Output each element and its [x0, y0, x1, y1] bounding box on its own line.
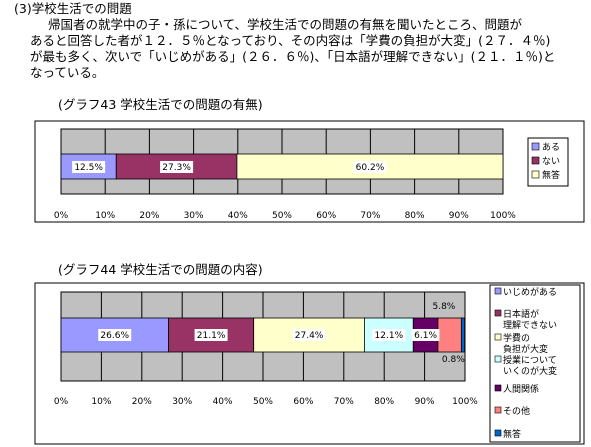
x-tick-label: 30%	[172, 397, 192, 407]
legend-label: 理解できない	[503, 319, 557, 331]
x-tick-label: 60%	[293, 397, 313, 407]
data-label-bg	[292, 329, 326, 341]
paragraph-line-4: なっている。	[30, 65, 105, 80]
data-label-bg	[411, 329, 440, 341]
legend-label: ある	[542, 142, 560, 153]
x-tick-label: 80%	[374, 397, 394, 407]
x-tick-label: 20%	[139, 211, 159, 221]
data-label: 27.3%	[162, 163, 191, 173]
data-label-bg	[72, 161, 106, 173]
data-label-bg	[194, 329, 228, 341]
legend-box	[489, 284, 581, 443]
legend-label: その他	[503, 405, 530, 417]
data-label: 27.4%	[295, 331, 324, 341]
data-label: 12.5%	[74, 163, 103, 173]
x-tick-label: 70%	[360, 211, 380, 221]
bar-segment	[460, 317, 465, 353]
legend-label: 無答	[503, 428, 521, 440]
data-label-bg	[98, 329, 132, 341]
legend-swatch	[531, 142, 540, 151]
legend-swatch	[494, 429, 502, 437]
x-tick-label: 0%	[54, 211, 69, 221]
legend-label: ない	[542, 156, 560, 167]
section-heading: (3)学校生活での問題	[14, 1, 132, 16]
x-tick-label: 40%	[228, 211, 248, 221]
legend-swatch	[494, 309, 502, 317]
x-tick-label: 100%	[452, 397, 478, 407]
graph43-title: (グラフ43 学校生活での問題の有無)	[58, 97, 263, 112]
data-label-bg	[353, 161, 387, 173]
x-tick-label: 10%	[91, 397, 111, 407]
legend-label: いくのが大変	[503, 365, 557, 377]
legend-label: 学費の	[503, 332, 530, 344]
graph44-title: (グラフ44 学校生活での問題の内容)	[58, 262, 263, 277]
legend-label: 授業について	[503, 354, 557, 366]
x-tick-label: 60%	[316, 211, 336, 221]
bar-segment	[437, 317, 462, 353]
paragraph-line-3: が最も多く、次いで「いじめがある」(２６．６％)、「日本語が理解できない」(２１…	[30, 49, 556, 64]
legend-swatch	[494, 287, 502, 295]
legend-swatch	[531, 170, 540, 179]
x-tick-label: 50%	[272, 211, 292, 221]
data-label: 5.8%	[432, 302, 455, 312]
data-label: 21.1%	[197, 331, 226, 341]
legend-label: 無答	[542, 169, 560, 181]
legend-swatch	[494, 406, 502, 414]
legend-swatch	[494, 333, 502, 341]
x-tick-label: 70%	[334, 397, 354, 407]
legend-swatch	[531, 156, 540, 165]
legend-label: 日本語が	[503, 308, 539, 320]
data-label-bg	[372, 329, 406, 341]
data-label: 12.1%	[375, 331, 404, 341]
legend-swatch	[494, 384, 502, 392]
x-tick-label: 40%	[213, 397, 233, 407]
x-tick-label: 90%	[449, 211, 469, 221]
x-tick-label: 30%	[184, 211, 204, 221]
legend-label: 負担が大変	[503, 343, 548, 355]
x-tick-label: 80%	[405, 211, 425, 221]
x-tick-label: 20%	[132, 397, 152, 407]
paragraph-line-2: あると回答した者が１２．５％となっており、その内容は「学費の負担が大変」(２７．…	[30, 33, 551, 48]
data-label-bg	[160, 161, 194, 173]
paragraph-line-1: 帰国者の就学中の子・孫について、学校生活での問題の有無を聞いたところ、問題が	[48, 17, 523, 32]
legend-label: 人間関係	[503, 384, 539, 395]
x-tick-label: 10%	[95, 211, 115, 221]
chart-graph44: 0% 10% 20% 30% 40% 50% 60% 70% 80% 90% 100% 26.6% 21…	[34, 282, 585, 445]
chart-graph43: 0% 10% 20% 30% 40% 50% 60% 70% 80% 90% 100% 12.5% 27…	[34, 120, 585, 223]
x-tick-label: 90%	[415, 397, 435, 407]
x-tick-label: 100%	[490, 211, 516, 221]
legend-swatch	[494, 355, 502, 363]
x-tick-label: 50%	[253, 397, 273, 407]
data-label: 26.6%	[100, 331, 129, 341]
x-tick-label: 0%	[54, 397, 69, 407]
data-label: 0.8%	[442, 355, 465, 365]
legend-label: いじめがある	[503, 286, 557, 298]
data-label: 6.1%	[414, 331, 437, 341]
data-label: 60.2%	[356, 163, 385, 173]
